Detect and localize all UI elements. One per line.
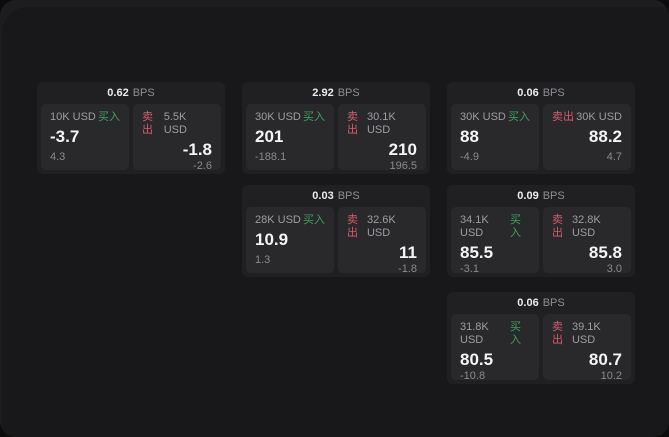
sell-secondary-value: -2.6 — [193, 160, 212, 172]
spread-header: 0.03 BPS — [242, 185, 430, 207]
buy-amount: 30K USD — [255, 111, 301, 123]
sell-side-label: 卖出 — [142, 111, 153, 136]
quote-card: 0.06 BPS 30K USD 买入 88 -4.9 卖出 30K USD 88… — [447, 82, 635, 174]
sell-secondary-value: 10.2 — [600, 370, 622, 382]
sell-panel[interactable]: 卖出 32.8K USD 85.8 3.0 — [543, 207, 631, 275]
buy-panel[interactable]: 30K USD 买入 88 -4.9 — [451, 104, 539, 170]
sell-price: 80.7 — [588, 350, 622, 369]
sell-secondary-value: 196.5 — [389, 160, 417, 172]
sell-price: 85.8 — [588, 243, 622, 262]
buy-price: 80.5 — [460, 350, 494, 369]
buy-side-label: 买入 — [508, 111, 530, 123]
quote-panels: 34.1K USD 买入 85.5 -3.1 卖出 32.8K USD 85.8… — [451, 207, 631, 275]
sell-amount: 32.6K USD — [366, 214, 396, 239]
spread-header: 0.09 BPS — [447, 185, 635, 207]
sell-side-label: 卖出 — [347, 111, 358, 136]
sell-panel[interactable]: 卖出 32.6K USD 11 -1.8 — [338, 207, 426, 275]
quote-card: 2.92 BPS 30K USD 买入 201 -188.1 卖出 30.1K U… — [242, 82, 430, 174]
sell-secondary-value: 4.7 — [606, 151, 622, 163]
sell-side-label: 卖出 — [347, 214, 358, 239]
buy-side-label: 买入 — [510, 321, 522, 346]
spread-header: 0.62 BPS — [37, 82, 225, 104]
sell-amount: 32.8K USD — [571, 214, 601, 239]
buy-price: 10.9 — [255, 230, 289, 249]
spread-value: 0.03 — [312, 190, 334, 202]
buy-price: -3.7 — [50, 127, 80, 146]
quote-panels: 28K USD 买入 10.9 1.3 卖出 32.6K USD 11 -1.8 — [246, 207, 426, 275]
buy-amount: 30K USD — [460, 111, 506, 123]
spread-unit: BPS — [542, 297, 565, 309]
spread-unit: BPS — [542, 87, 565, 99]
sell-panel[interactable]: 卖出 30.1K USD 210 196.5 — [338, 104, 426, 172]
spread-unit: BPS — [337, 87, 360, 99]
spread-value: 0.09 — [517, 190, 539, 202]
buy-secondary-value: -3.1 — [460, 263, 479, 275]
sell-amount: 30.1K USD — [366, 111, 396, 136]
buy-panel[interactable]: 34.1K USD 买入 85.5 -3.1 — [451, 207, 539, 275]
sell-amount: 30K USD — [576, 111, 622, 123]
sell-amount: 5.5K USD — [163, 111, 187, 136]
quote-panels: 30K USD 买入 201 -188.1 卖出 30.1K USD 210 1… — [246, 104, 426, 172]
quote-panels: 10K USD 买入 -3.7 4.3 卖出 5.5K USD -1.8 -2.… — [41, 104, 221, 172]
sell-side-label: 卖出 — [552, 321, 563, 346]
spread-unit: BPS — [337, 190, 360, 202]
buy-price: 201 — [255, 127, 284, 146]
sell-secondary-value: -1.8 — [398, 263, 417, 275]
buy-amount: 28K USD — [255, 214, 301, 226]
buy-secondary-value: -10.8 — [460, 370, 486, 382]
quote-card: 0.09 BPS 34.1K USD 买入 85.5 -3.1 卖出 32.8K … — [447, 185, 635, 277]
buy-panel[interactable]: 10K USD 买入 -3.7 4.3 — [41, 104, 129, 170]
buy-secondary-value: 4.3 — [50, 151, 66, 163]
sell-panel[interactable]: 卖出 39.1K USD 80.7 10.2 — [543, 314, 631, 382]
sell-panel[interactable]: 卖出 30K USD 88.2 4.7 — [543, 104, 631, 170]
quote-panels: 31.8K USD 买入 80.5 -10.8 卖出 39.1K USD 80.… — [451, 314, 631, 382]
sell-price: -1.8 — [182, 140, 212, 159]
sell-secondary-value: 3.0 — [606, 263, 622, 275]
spread-unit: BPS — [542, 190, 565, 202]
buy-amount: 31.8K USD — [460, 321, 489, 346]
buy-secondary-value: -4.9 — [460, 151, 479, 163]
quote-card: 0.06 BPS 31.8K USD 买入 80.5 -10.8 卖出 39.1K… — [447, 292, 635, 384]
buy-side-label: 买入 — [98, 111, 120, 123]
spread-value: 0.06 — [517, 87, 539, 99]
quote-panels: 30K USD 买入 88 -4.9 卖出 30K USD 88.2 4.7 — [451, 104, 631, 170]
sell-price: 210 — [388, 140, 417, 159]
buy-price: 85.5 — [460, 243, 494, 262]
quote-card: 0.62 BPS 10K USD 买入 -3.7 4.3 卖出 5.5K USD … — [37, 82, 225, 174]
buy-side-label: 买入 — [303, 214, 325, 226]
buy-price: 88 — [460, 127, 479, 146]
buy-secondary-value: 1.3 — [255, 254, 271, 266]
buy-panel[interactable]: 30K USD 买入 201 -188.1 — [246, 104, 334, 170]
spread-header: 0.06 BPS — [447, 292, 635, 314]
spread-header: 2.92 BPS — [242, 82, 430, 104]
spread-value: 2.92 — [312, 87, 334, 99]
buy-panel[interactable]: 28K USD 买入 10.9 1.3 — [246, 207, 334, 273]
sell-price: 11 — [399, 243, 417, 262]
quote-card: 0.03 BPS 28K USD 买入 10.9 1.3 卖出 32.6K USD… — [242, 185, 430, 277]
spread-header: 0.06 BPS — [447, 82, 635, 104]
sell-side-label: 卖出 — [552, 111, 574, 123]
spread-value: 0.62 — [107, 87, 129, 99]
buy-side-label: 买入 — [303, 111, 325, 123]
sell-price: 88.2 — [588, 127, 622, 146]
buy-amount: 34.1K USD — [460, 214, 489, 239]
buy-panel[interactable]: 31.8K USD 买入 80.5 -10.8 — [451, 314, 539, 382]
spread-unit: BPS — [132, 87, 155, 99]
sell-amount: 39.1K USD — [571, 321, 601, 346]
spread-value: 0.06 — [517, 297, 539, 309]
sell-side-label: 卖出 — [552, 214, 563, 239]
sell-panel[interactable]: 卖出 5.5K USD -1.8 -2.6 — [133, 104, 221, 172]
buy-amount: 10K USD — [50, 111, 96, 123]
buy-secondary-value: -188.1 — [255, 151, 287, 163]
buy-side-label: 买入 — [510, 214, 522, 239]
